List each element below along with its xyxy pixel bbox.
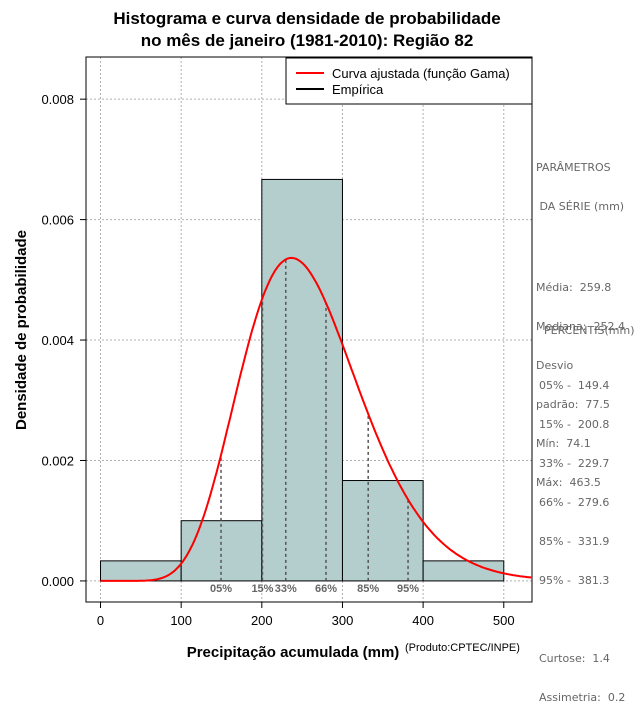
- stat-row: Mediana: 252.4: [536, 320, 625, 333]
- x-axis: 0 100 200 300 400 500: [97, 602, 515, 628]
- y-tick-label: 0.008: [41, 92, 74, 107]
- x-tick-label: 500: [493, 613, 515, 628]
- y-axis-label: Densidade de probabilidade: [13, 230, 30, 430]
- percentile-labels: 05% 15% 33% 66% 85% 95%: [210, 583, 419, 595]
- stat-row: Desvio: [536, 359, 574, 372]
- x-axis-label: Precipitação acumulada (mm): [187, 644, 400, 660]
- stats-panel: PARÂMETROS DA SÉRIE (mm) Média: 259.8 Me…: [536, 135, 625, 502]
- percentil-row: 05% - 149.4: [539, 379, 610, 392]
- plot-frame: [85, 56, 533, 603]
- stats-heading-line2: DA SÉRIE (mm): [536, 200, 625, 213]
- credit-label: (Produto:CPTEC/INPE): [405, 642, 520, 654]
- y-tick-label: 0.006: [41, 213, 74, 228]
- x-tick-label: 300: [332, 613, 354, 628]
- histogram-bar: [341, 480, 424, 582]
- histogram-bar: [100, 560, 182, 582]
- chart: Histograma e curva densidade de probabil…: [13, 9, 533, 660]
- x-tick-label: 400: [412, 613, 434, 628]
- chart-title-line1: Histograma e curva densidade de probabil…: [113, 9, 500, 28]
- stat-row: Média: 259.8: [536, 281, 612, 294]
- histogram-bars: [100, 178, 505, 582]
- histogram-bar: [422, 560, 505, 582]
- percentis-panel: 05% - 149.4 15% - 200.8 33% - 229.7 66% …: [539, 353, 625, 717]
- percentil-row: 15% - 200.8: [539, 418, 610, 431]
- legend: Curva ajustada (função Gama) Empírica: [285, 57, 533, 105]
- y-tick-label: 0.004: [41, 333, 74, 348]
- legend-box: [285, 57, 533, 105]
- x-tick-label: 0: [97, 613, 104, 628]
- percentil-row: 33% - 229.7: [539, 457, 610, 470]
- assimetria-value: Assimetria: 0.2: [539, 691, 626, 704]
- percentile-label: 95%: [397, 583, 419, 595]
- chart-title-line2: no mês de janeiro (1981-2010): Região 82: [141, 31, 474, 50]
- curtose-value: Curtose: 1.4: [539, 652, 610, 665]
- stat-row: Mín: 74.1: [536, 437, 591, 450]
- y-axis: 0.000 0.002 0.004 0.006 0.008: [41, 92, 86, 589]
- percentile-lines: [220, 259, 409, 581]
- percentile-label: 66%: [315, 583, 337, 595]
- percentil-row: 85% - 331.9: [539, 535, 610, 548]
- legend-curve-label: Curva ajustada (função Gama): [332, 66, 510, 81]
- stat-row: Máx: 463.5: [536, 476, 601, 489]
- percentile-label: 15%: [251, 583, 273, 595]
- gamma-curve: [100, 256, 532, 582]
- x-tick-label: 100: [170, 613, 192, 628]
- x-tick-label: 200: [251, 613, 273, 628]
- y-tick-label: 0.000: [41, 574, 74, 589]
- histogram-bar: [261, 178, 343, 582]
- percentis-heading: PERCENTIS(mm): [544, 324, 635, 337]
- percentile-label: 85%: [357, 583, 379, 595]
- stats-heading-line1: PARÂMETROS: [536, 161, 611, 174]
- stat-row: padrão: 77.5: [536, 398, 610, 411]
- percentil-row: 66% - 279.6: [539, 496, 610, 509]
- percentil-row: 95% - 381.3: [539, 574, 610, 587]
- percentile-label: 05%: [210, 583, 232, 595]
- percentile-label: 33%: [275, 583, 297, 595]
- y-tick-label: 0.002: [41, 453, 74, 468]
- legend-empirical-label: Empírica: [332, 82, 384, 97]
